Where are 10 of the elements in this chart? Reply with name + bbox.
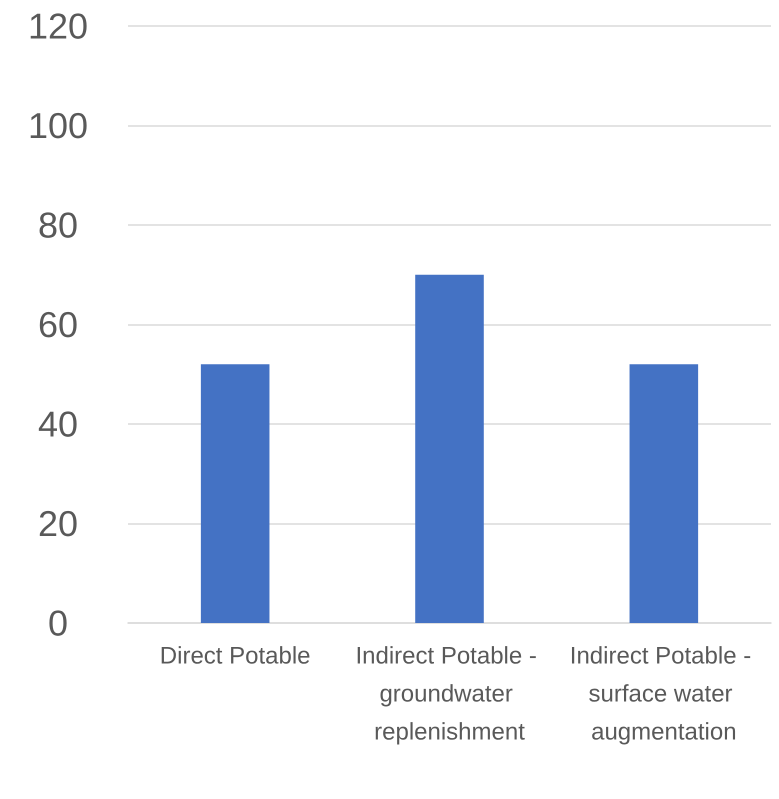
y-tick-label: 120 <box>28 6 88 46</box>
y-tick-label: 0 <box>48 602 68 644</box>
y-tick-label: 60 <box>38 304 78 345</box>
y-tick-label: 80 <box>38 204 78 246</box>
y-tick-label: 100 <box>28 105 88 146</box>
y-tick-label: 40 <box>38 404 78 444</box>
x-tick-label: Indirect Potable - groundwater replenishment <box>355 642 544 746</box>
x-tick-label: Indirect Potable - surface water augmentation <box>570 642 758 746</box>
y-tick-label: 20 <box>38 503 78 544</box>
x-tick-label: Direct Potable <box>160 642 311 670</box>
